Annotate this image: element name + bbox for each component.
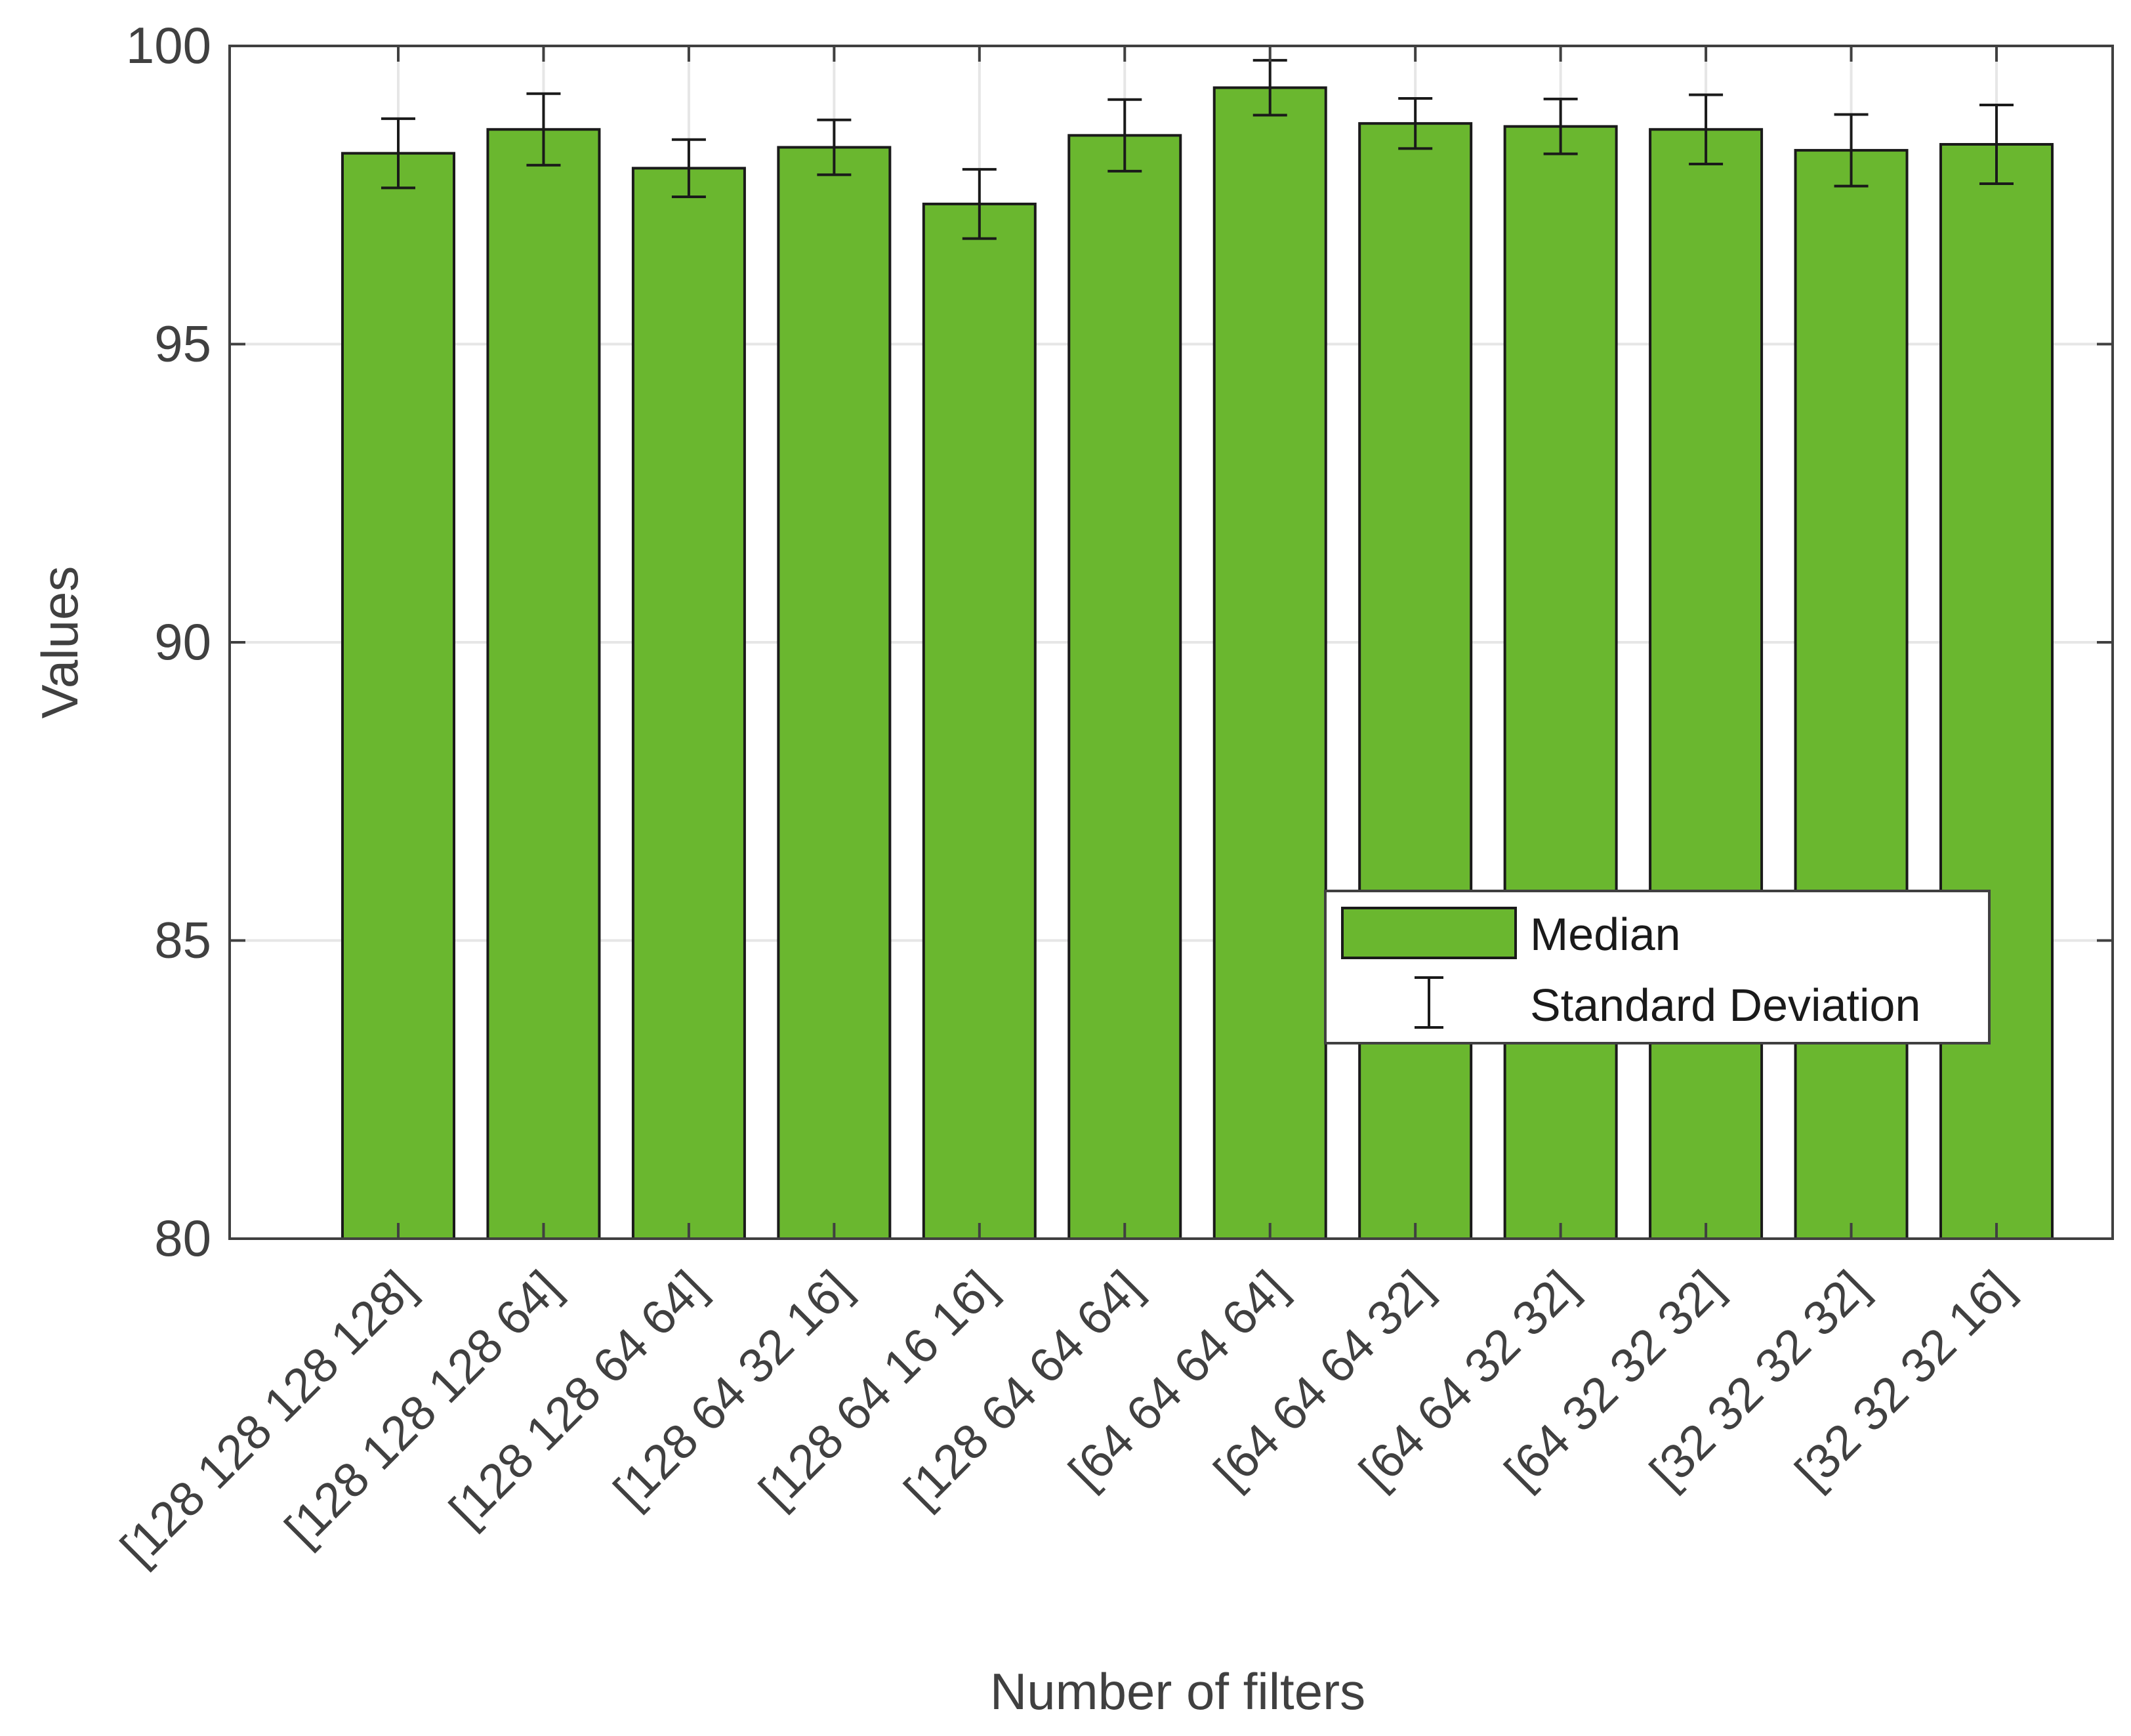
error-bar [962, 168, 997, 240]
error-bar [817, 118, 852, 176]
y-tick-label: 80 [154, 1209, 211, 1267]
error-bars [381, 58, 2014, 240]
error-bar [1107, 98, 1142, 173]
y-axis-label: Values [31, 566, 89, 719]
legend-median-swatch [1341, 907, 1517, 959]
error-bar [1689, 93, 1724, 165]
bars [341, 86, 2054, 1241]
bar [341, 152, 455, 1240]
bar [922, 202, 1037, 1240]
error-bar [1834, 113, 1869, 188]
bar [777, 146, 892, 1240]
error-bar [1398, 96, 1433, 150]
y-tick-label: 95 [154, 315, 211, 373]
bar [1649, 128, 1764, 1240]
legend: Median Standard Deviation [1324, 890, 1991, 1044]
bar [1358, 122, 1473, 1240]
bar [1939, 142, 2054, 1241]
error-bar [381, 117, 415, 190]
bar [631, 167, 746, 1241]
bar [486, 128, 601, 1240]
error-bar [1543, 97, 1578, 155]
bar [1212, 86, 1327, 1240]
error-bar [671, 138, 706, 198]
error-bar [1979, 103, 2014, 185]
bar [1503, 125, 1618, 1241]
x-axis-label: Number of filters [990, 1663, 1365, 1720]
y-tick-label: 90 [154, 613, 211, 671]
error-bar-icon [1415, 976, 1443, 1029]
bar [1067, 134, 1182, 1241]
bar [1794, 149, 1909, 1241]
legend-std-label: Standard Deviation [1530, 980, 1920, 1031]
y-tick-label: 85 [154, 911, 211, 969]
y-tick-label: 100 [126, 16, 211, 74]
error-bar [526, 92, 561, 167]
y-axis-ticks: 80 85 90 95 100 [126, 16, 2113, 1267]
legend-median-label: Median [1530, 909, 1681, 960]
